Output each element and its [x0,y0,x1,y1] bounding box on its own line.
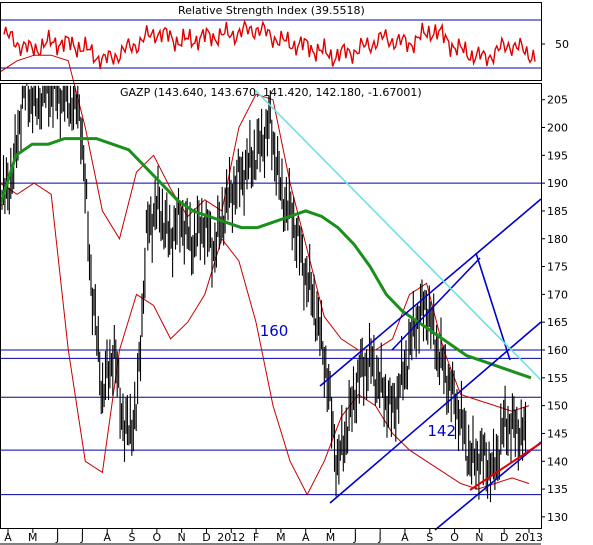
price-y-tick-label: 195 [547,149,568,162]
price-title: GAZP (143.640, 143.670, 141.420, 142.180… [120,86,422,99]
level-annotation: 142 [427,422,456,440]
rsi-y-tick-label: 50 [555,38,569,51]
price-y-tick-label: 180 [547,233,568,246]
x-tick-label: J [55,531,59,544]
rsi-frame [0,2,542,81]
x-tick-label: D [202,531,210,544]
x-tick-label: D [500,531,508,544]
price-panel: 160 142 [0,54,542,531]
rsi-panel [0,19,541,70]
price-y-tick-label: 135 [547,483,568,496]
x-tick-label: 2012 [217,531,245,544]
trend-channel-line [434,441,542,531]
x-tick-label: S [129,531,136,544]
x-tick-label: M [326,531,336,544]
x-tick-label: A [302,531,310,544]
x-tick-label: 2013 [515,531,543,544]
x-tick-label: A [401,531,409,544]
price-y-tick-label: 185 [547,205,568,218]
moving-average-line [0,137,532,380]
support-trend-line [469,442,542,491]
price-y-tick-label: 155 [547,372,568,385]
x-tick-label: O [153,531,162,544]
trend-channel-line [391,257,481,351]
price-y-tick-label: 165 [547,316,568,329]
x-tick-label: J [353,531,357,544]
level-annotation: 160 [260,322,289,340]
x-tick-label: A [103,531,111,544]
x-tick-label: N [475,531,483,544]
x-tick-label: M [28,531,38,544]
x-tick-label: J [80,531,84,544]
x-tick-label: F [253,531,259,544]
trend-channel-line [319,198,542,387]
price-y-tick-label: 140 [547,455,568,468]
price-y-tick-label: 130 [547,511,568,524]
price-y-tick-label: 205 [547,94,568,107]
x-tick-label: M [276,531,286,544]
axes: 50 130 135 140 145 150 155 160 165 170 175 180 185 19… [0,2,569,545]
x-tick-label: A [4,531,12,544]
x-tick-label: S [426,531,433,544]
rsi-series-line [3,19,536,70]
bollinger-lower-band [0,182,530,496]
price-y-tick-label: 190 [547,177,568,190]
price-y-tick-label: 150 [547,400,568,413]
x-tick-label: N [178,531,186,544]
price-y-tick-label: 145 [547,427,568,440]
price-y-tick-label: 175 [547,261,568,274]
price-y-tick-label: 160 [547,344,568,357]
downtrend-line [254,89,542,381]
price-y-tick-label: 170 [547,288,568,301]
price-y-tick-label: 200 [547,122,568,135]
x-tick-label: J [378,531,382,544]
trend-channel-line [329,321,542,504]
price-frame [0,83,542,529]
rsi-title: Relative Strength Index (39.5518) [178,4,365,17]
x-tick-label: O [450,531,459,544]
